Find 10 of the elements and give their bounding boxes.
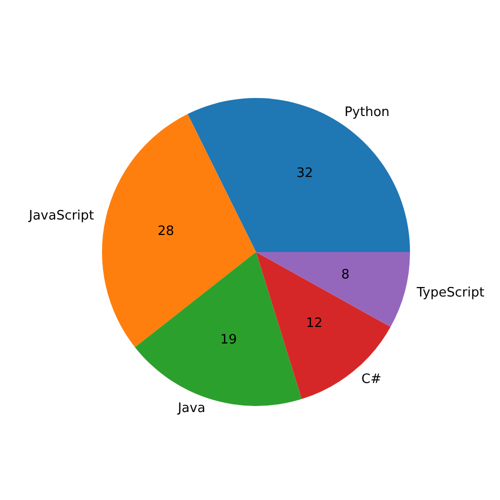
- slice-label: TypeScript: [416, 286, 484, 301]
- data-label: 8: [341, 268, 350, 283]
- slice-label: Python: [344, 105, 390, 120]
- data-label: 32: [296, 166, 313, 181]
- slice-label: C#: [361, 372, 382, 387]
- data-label: 19: [220, 332, 237, 348]
- data-label: 28: [158, 224, 174, 240]
- data-label: 12: [306, 316, 323, 332]
- slice-label: JavaScript: [28, 208, 94, 224]
- slice-label: Java: [176, 401, 206, 416]
